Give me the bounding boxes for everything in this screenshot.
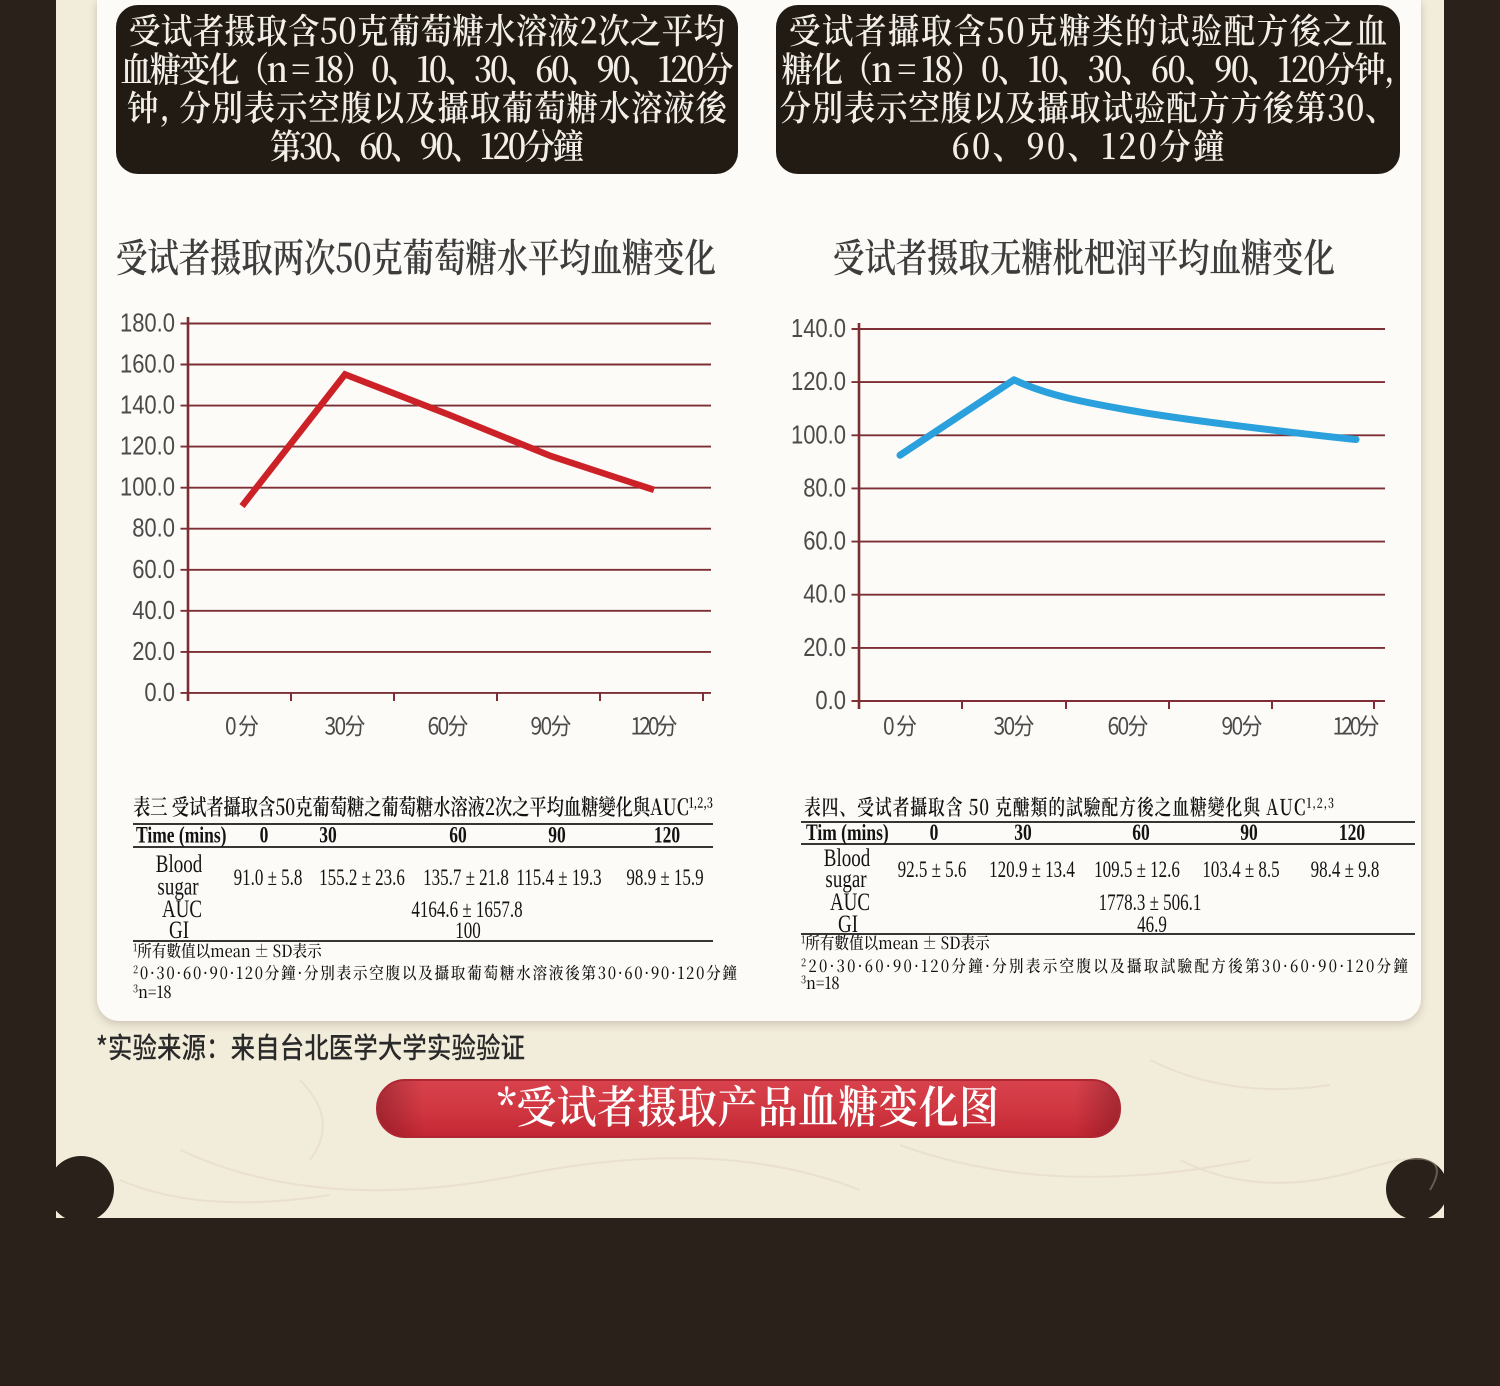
- svg-text:46.9: 46.9: [1137, 913, 1167, 938]
- svg-text:40.0: 40.0: [803, 580, 846, 609]
- svg-text:sugar: sugar: [825, 864, 867, 892]
- svg-text:120.0: 120.0: [791, 368, 846, 397]
- svg-text:92.5 ± 5.6: 92.5 ± 5.6: [898, 858, 967, 883]
- svg-text:155.2 ± 23.6: 155.2 ± 23.6: [319, 866, 405, 891]
- svg-text:180.0: 180.0: [120, 309, 175, 338]
- svg-text:100.0: 100.0: [120, 473, 175, 502]
- svg-text:90: 90: [1240, 820, 1257, 846]
- svg-text:140.0: 140.0: [120, 391, 175, 420]
- svg-text:60.0: 60.0: [803, 527, 846, 556]
- svg-text:80.0: 80.0: [132, 514, 175, 543]
- svg-text:GI: GI: [169, 915, 189, 943]
- svg-text:Tim (mins): Tim (mins): [806, 820, 889, 846]
- svg-text:135.7 ± 21.8: 135.7 ± 21.8: [423, 866, 509, 891]
- svg-text:103.4 ± 8.5: 103.4 ± 8.5: [1202, 858, 1279, 883]
- svg-text:80.0: 80.0: [803, 474, 846, 503]
- svg-text:120.9 ± 13.4: 120.9 ± 13.4: [989, 858, 1075, 883]
- svg-text:120: 120: [654, 822, 680, 848]
- svg-text:91.0 ± 5.8: 91.0 ± 5.8: [234, 866, 303, 891]
- svg-text:20.0: 20.0: [803, 633, 846, 662]
- svg-text:30: 30: [319, 822, 336, 848]
- svg-text:40.0: 40.0: [132, 596, 175, 625]
- svg-text:90: 90: [548, 822, 565, 848]
- svg-text:AUC: AUC: [162, 894, 202, 922]
- svg-text:98.4 ± 9.8: 98.4 ± 9.8: [1311, 858, 1380, 883]
- svg-text:100: 100: [455, 919, 480, 944]
- svg-text:Blood: Blood: [156, 849, 202, 877]
- svg-text:0: 0: [930, 820, 939, 846]
- svg-text:0.0: 0.0: [144, 678, 175, 707]
- svg-text:1778.3 ± 506.1: 1778.3 ± 506.1: [1099, 891, 1202, 916]
- svg-text:Blood: Blood: [824, 843, 870, 871]
- svg-text:140.0: 140.0: [791, 314, 846, 343]
- svg-text:120: 120: [1339, 820, 1365, 846]
- svg-text:60.0: 60.0: [132, 555, 175, 584]
- svg-text:109.5 ± 12.6: 109.5 ± 12.6: [1094, 858, 1180, 883]
- svg-text:sugar: sugar: [157, 872, 199, 900]
- svg-text:100.0: 100.0: [791, 421, 846, 450]
- svg-text:4164.6 ± 1657.8: 4164.6 ± 1657.8: [411, 898, 522, 923]
- svg-text:0.0: 0.0: [815, 686, 846, 715]
- svg-text:115.4 ± 19.3: 115.4 ± 19.3: [516, 866, 601, 891]
- svg-text:20.0: 20.0: [132, 637, 175, 666]
- svg-text:98.9 ± 15.9: 98.9 ± 15.9: [626, 866, 703, 891]
- svg-text:0: 0: [260, 822, 269, 848]
- svg-text:60: 60: [1132, 820, 1149, 846]
- svg-text:160.0: 160.0: [120, 350, 175, 379]
- svg-text:Time (mins): Time (mins): [136, 822, 226, 848]
- svg-text:120.0: 120.0: [120, 432, 175, 461]
- svg-text:30: 30: [1014, 820, 1031, 846]
- svg-text:60: 60: [449, 822, 466, 848]
- svg-text:AUC: AUC: [830, 887, 870, 915]
- svg-text:GI: GI: [838, 909, 858, 937]
